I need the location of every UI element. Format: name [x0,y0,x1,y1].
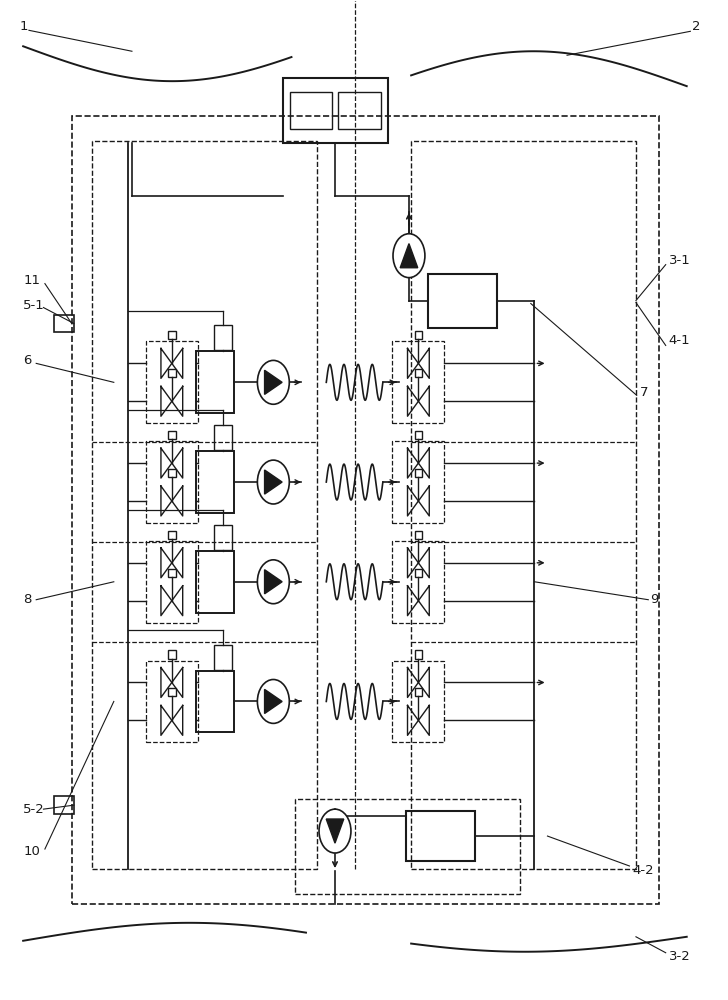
Bar [197,451,234,513]
Circle shape [319,809,351,853]
Bar [168,650,175,659]
Bar [290,92,333,129]
Text: 7: 7 [640,386,648,399]
Text: 9: 9 [650,593,659,606]
Polygon shape [264,470,282,494]
Bar [213,525,232,550]
Bar [392,441,445,523]
Bar [213,425,232,450]
Text: 4-1: 4-1 [668,334,690,347]
Bar [411,141,636,869]
Circle shape [258,460,289,504]
Polygon shape [264,689,282,714]
Bar [168,469,175,477]
Text: 8: 8 [23,593,31,606]
Bar [392,341,445,423]
Bar [54,796,74,814]
Circle shape [258,560,289,604]
Bar [414,369,422,377]
Bar [339,92,381,129]
Bar [54,315,74,332]
Bar [168,569,175,577]
Bar [146,661,198,742]
Polygon shape [326,819,344,843]
Bar [414,650,422,659]
Bar [168,431,175,439]
Bar [72,116,659,904]
Bar [168,531,175,539]
Text: 5-2: 5-2 [23,803,45,816]
Bar [168,331,175,339]
Text: 5-1: 5-1 [23,299,45,312]
Text: 3-1: 3-1 [668,254,690,267]
Bar [406,811,475,861]
Bar [197,551,234,613]
Bar [92,141,317,869]
Bar [414,469,422,477]
Bar [146,441,198,523]
Bar [146,341,198,423]
Bar [197,351,234,413]
Text: 6: 6 [23,354,31,367]
Text: 11: 11 [23,274,40,287]
Bar [197,671,234,732]
Circle shape [258,680,289,723]
Bar [146,541,198,623]
Polygon shape [264,570,282,594]
Bar [282,78,388,143]
Bar [392,541,445,623]
Polygon shape [400,244,418,268]
Bar [414,688,422,696]
Text: 2: 2 [692,20,700,33]
Bar [392,661,445,742]
Circle shape [393,234,425,278]
Bar [295,799,520,894]
Bar [414,431,422,439]
Text: 3-2: 3-2 [668,950,690,963]
Text: 1: 1 [20,20,28,33]
Circle shape [258,360,289,404]
Bar [168,369,175,377]
Bar [213,645,232,670]
Text: 10: 10 [23,845,40,858]
Bar [213,325,232,350]
Bar [428,274,496,328]
Bar [414,531,422,539]
Polygon shape [264,370,282,394]
Bar [414,569,422,577]
Text: 4-2: 4-2 [633,864,654,877]
Bar [414,331,422,339]
Bar [168,688,175,696]
